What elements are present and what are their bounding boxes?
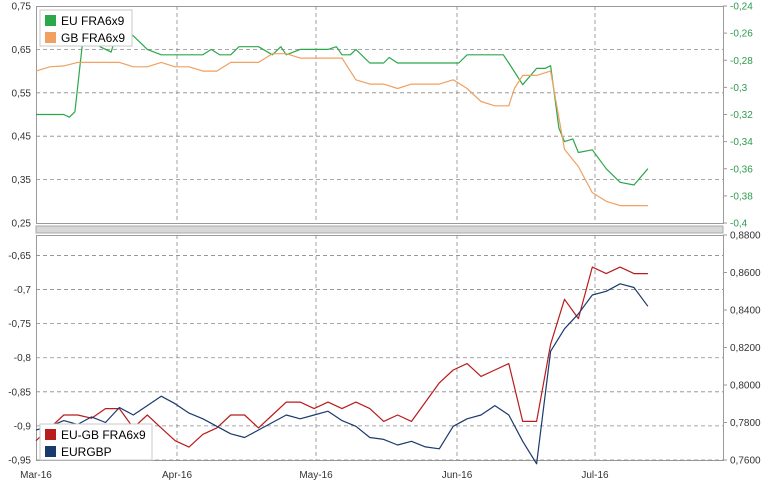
top-left-tick-label: 0,55 [12, 88, 32, 99]
x-tick-label: Jun-16 [442, 470, 473, 481]
panel-splitter [35, 225, 724, 234]
top-legend-swatch [45, 32, 56, 43]
top-right-tick-label: -0,24 [730, 2, 753, 13]
top-right-tick-label: -0,32 [730, 110, 753, 121]
top-right-tick-label: -0,36 [730, 164, 753, 175]
bottom-series-line-1 [35, 283, 649, 465]
bottom-legend-swatch [45, 446, 56, 457]
bottom-right-tick-label: 0,8200 [730, 343, 761, 354]
bottom-left-tick-label: -0,9 [14, 421, 32, 432]
bottom-left-tick-label: -0,7 [14, 285, 32, 296]
top-right-tick-label: -0,38 [730, 191, 753, 202]
top-left-tick-label: 0,65 [12, 45, 32, 56]
top-legend-label: EU FRA6x9 [61, 14, 125, 28]
bottom-left-tick-label: -0,8 [14, 353, 32, 364]
top-right-tick-label: -0,28 [730, 56, 753, 67]
bottom-right-tick-label: 0,8000 [730, 381, 761, 392]
bottom-legend-label: EURGBP [61, 445, 112, 459]
bottom-legend-swatch [45, 429, 56, 440]
top-legend-swatch [45, 15, 56, 26]
bottom-left-tick-label: -0,85 [8, 387, 31, 398]
x-tick-label: Mar-16 [20, 470, 52, 481]
bottom-legend-label: EU-GB FRA6x9 [61, 428, 146, 442]
bottom-left-tick-label: -0,95 [8, 456, 31, 467]
top-left-tick-label: 0,25 [12, 219, 32, 230]
bottom-right-tick-label: 0,7800 [730, 418, 761, 429]
bottom-legend-box [39, 423, 153, 461]
x-tick-label: Apr-16 [162, 470, 192, 481]
bottom-left-tick-label: -0,75 [8, 319, 31, 330]
bottom-right-tick-label: 0,8800 [730, 231, 761, 242]
top-left-tick-label: 0,45 [12, 132, 32, 143]
bottom-right-tick-label: 0,8400 [730, 306, 761, 317]
top-left-tick-label: 0,75 [12, 2, 32, 13]
top-right-tick-label: -0,4 [730, 219, 748, 230]
top-left-tick-label: 0,35 [12, 175, 32, 186]
x-tick-label: Jul-16 [581, 470, 609, 481]
top-right-tick-label: -0,3 [730, 83, 748, 94]
top-panel-frame [36, 6, 724, 224]
x-tick-label: May-16 [299, 470, 333, 481]
bottom-left-tick-label: -0,65 [8, 251, 31, 262]
top-series-line-1 [35, 53, 648, 207]
bottom-right-tick-label: 0,7600 [730, 456, 761, 467]
top-legend-label: GB FRA6x9 [61, 31, 125, 45]
bottom-right-tick-label: 0,8600 [730, 268, 761, 279]
top-right-tick-label: -0,26 [730, 29, 753, 40]
top-right-tick-label: -0,34 [730, 137, 753, 148]
